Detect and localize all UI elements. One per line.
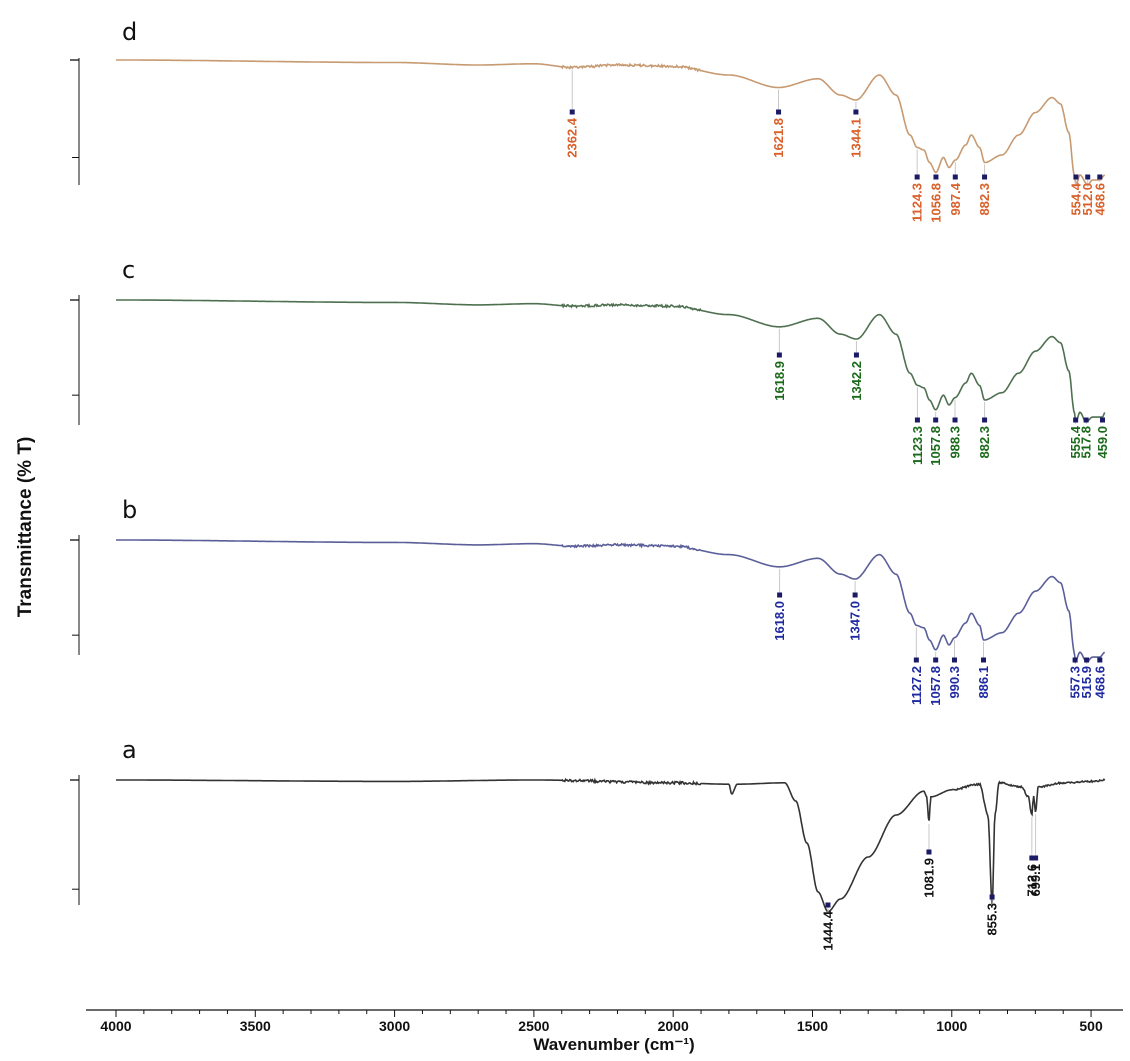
peak-label-d: 1344.1	[848, 118, 863, 158]
peak-marker	[853, 109, 859, 115]
x-axis-label: Wavenumber (cm⁻¹)	[533, 1035, 694, 1054]
peak-label-c: 555.4	[1068, 425, 1083, 458]
peak-label-b: 515.9	[1079, 666, 1094, 699]
peak-label-b: 1618.0	[772, 601, 787, 641]
peak-label-b: 1057.8	[928, 666, 943, 706]
x-tick-label: 3000	[379, 1018, 410, 1034]
peak-label-d: 882.3	[977, 183, 992, 216]
peak-label-c: 1618.9	[772, 361, 787, 401]
spectrum-line-c	[116, 299, 1106, 423]
peak-marker	[989, 894, 995, 900]
peak-label-d: 2362.4	[565, 117, 580, 158]
peak-label-c: 517.8	[1079, 426, 1094, 459]
peak-marker	[1084, 657, 1090, 663]
spectrum-line-d	[116, 59, 1106, 188]
peak-marker	[933, 174, 939, 180]
peak-label-d: 468.6	[1092, 183, 1107, 216]
peak-marker	[1083, 417, 1089, 423]
peak-marker	[1085, 174, 1091, 180]
peak-marker	[1072, 657, 1078, 663]
peak-marker	[913, 657, 919, 663]
peak-marker	[914, 417, 920, 423]
peak-label-c: 882.3	[977, 426, 992, 459]
peak-label-a: 1444.4	[821, 910, 836, 951]
peak-label-a: 699.1	[1028, 864, 1043, 897]
peak-marker	[914, 174, 920, 180]
peak-label-d: 1056.8	[929, 183, 944, 223]
peak-label-b: 886.1	[976, 666, 991, 699]
peak-label-b: 557.3	[1068, 666, 1083, 699]
series-c: c	[70, 256, 1106, 425]
peak-marker	[1099, 417, 1105, 423]
peak-marker	[951, 657, 957, 663]
peak-marker	[776, 352, 782, 358]
x-tick-label: 1500	[797, 1018, 828, 1034]
x-tick-label: 1000	[936, 1018, 967, 1034]
peak-marker	[777, 592, 783, 598]
peak-marker	[1033, 855, 1039, 861]
series-a: a	[70, 736, 1106, 913]
panel-label-b: b	[122, 496, 137, 524]
peak-label-d: 554.4	[1068, 182, 1083, 215]
peak-label-d: 1124.3	[910, 183, 925, 222]
peak-marker	[933, 657, 939, 663]
peak-label-c: 1342.2	[849, 361, 864, 401]
peak-label-a: 712.6	[1024, 864, 1039, 897]
peak-label-c: 988.3	[948, 426, 963, 459]
peak-marker	[569, 109, 575, 115]
peak-label-a: 855.3	[985, 903, 1000, 936]
peak-marker	[1029, 855, 1035, 861]
y-axis-label: Transmittance (% T)	[15, 437, 36, 618]
peak-label-b: 1127.2	[909, 666, 924, 705]
peak-marker	[926, 849, 932, 855]
peak-label-c: 1123.3	[910, 426, 925, 465]
peak-label-d: 987.4	[948, 182, 963, 215]
peak-marker	[853, 352, 859, 358]
x-tick-label: 4000	[100, 1018, 131, 1034]
peak-marker	[952, 417, 958, 423]
peak-label-b: 468.6	[1092, 666, 1107, 699]
series-d: d	[70, 18, 1106, 188]
panel-label-a: a	[122, 736, 137, 764]
peak-marker	[1073, 174, 1079, 180]
peak-marker	[1073, 417, 1079, 423]
spectrum-line-a	[116, 777, 1106, 913]
peak-label-a: 1081.9	[922, 858, 937, 898]
x-axis: 4000 3500 3000 2500 2000 1500 1000 500	[86, 1009, 1123, 1034]
peak-label-b: 1347.0	[848, 601, 863, 641]
peak-marker	[1097, 657, 1103, 663]
peak-marker	[933, 417, 939, 423]
x-tick-label: 2500	[518, 1018, 549, 1034]
x-tick-label: 2000	[658, 1018, 689, 1034]
peak-marker	[825, 902, 831, 908]
peak-label-b: 990.3	[947, 666, 962, 699]
peak-label-c: 459.0	[1095, 426, 1110, 459]
x-tick-label: 500	[1079, 1018, 1103, 1034]
peak-labels: 2362.4 1621.8 1344.1 1124.3 1056.8 987.4 882.3…	[565, 69, 1110, 951]
spectrum-line-b	[116, 539, 1106, 665]
panel-label-c: c	[122, 256, 135, 284]
peak-label-d: 512.0	[1080, 183, 1095, 216]
panel-label-d: d	[122, 18, 137, 46]
spectra: d c b a	[70, 18, 1106, 913]
x-tick-label: 3500	[240, 1018, 271, 1034]
peak-marker	[982, 417, 988, 423]
peak-marker	[952, 174, 958, 180]
peak-marker	[982, 174, 988, 180]
peak-marker	[981, 657, 987, 663]
peak-label-d: 1621.8	[771, 118, 786, 158]
series-b: b	[70, 496, 1106, 665]
peak-marker	[852, 592, 858, 598]
peak-marker	[1097, 174, 1103, 180]
peak-label-c: 1057.8	[928, 426, 943, 466]
peak-marker	[776, 109, 782, 115]
